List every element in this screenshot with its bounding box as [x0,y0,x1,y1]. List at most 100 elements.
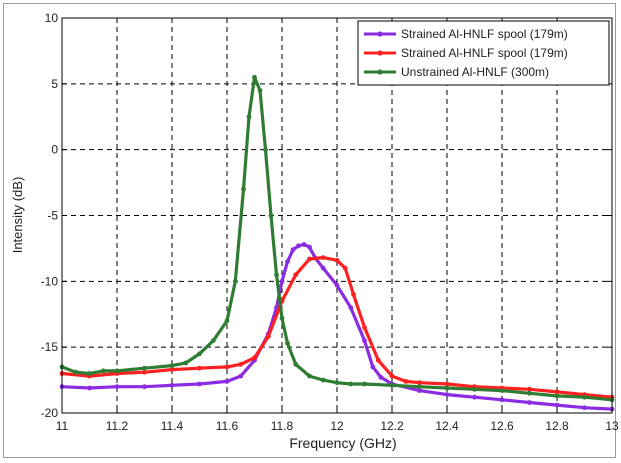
data-point [183,360,189,366]
data-point [554,402,560,408]
data-point [142,365,147,371]
data-point [114,384,120,390]
y-tick-label: -20 [41,406,59,420]
data-point [444,385,450,391]
data-point [285,259,290,264]
data-point [342,265,348,271]
x-tick-label: 11.8 [271,419,294,433]
tick-labels: 11 11.2 11.4 11.6 11.8 12 12.2 12.4 12.6 12.8 13 -2… [41,11,619,433]
data-point [257,88,263,93]
legend-label: Strained Al-HNLF spool (179m) [401,27,568,41]
data-point [348,305,354,311]
axes [61,17,613,414]
x-tick-label: 11 [56,419,69,433]
data-point [334,257,340,263]
series-group [59,74,615,412]
data-point [444,381,450,387]
data-point [285,340,290,346]
series-line-3 [60,75,614,402]
data-point [296,243,301,249]
data-point [307,256,312,262]
data-point [417,388,422,393]
data-point [87,371,92,376]
data-point [378,375,384,380]
data-point [169,363,175,368]
data-point [348,381,354,387]
data-point [527,400,532,405]
data-point [301,242,307,247]
x-tick-label: 12.6 [490,419,514,433]
data-point [290,247,296,253]
data-point [307,244,312,250]
data-point [100,368,106,374]
data-point [499,388,505,393]
data-point [472,394,477,400]
x-tick-label: 11.2 [106,419,129,433]
legend-box [357,20,610,86]
data-point [320,377,326,383]
y-tick-label: -5 [47,209,58,223]
data-point [252,74,257,80]
x-tick-label: 11.4 [161,419,184,433]
data-point [73,369,79,375]
data-point [362,381,367,387]
data-point [274,272,279,278]
data-point [527,386,532,392]
data-point [417,380,422,386]
data-point [210,338,216,343]
legend-marker [377,50,383,56]
data-point [268,213,274,218]
data-point [142,384,147,390]
data-point [582,394,587,400]
x-tick-label: 11.6 [216,419,239,433]
y-tick-label: 10 [45,11,59,25]
data-point [252,355,257,361]
data-point [142,369,147,375]
x-tick-label: 12.2 [380,419,404,433]
data-point [362,338,367,343]
x-tick-label: 12 [330,419,344,433]
data-point [265,334,271,339]
data-point [114,368,120,374]
legend: Strained Al-HNLF spool (179m) Strained Al… [357,20,610,86]
x-tick-label: 12.8 [545,419,569,433]
legend-marker [377,31,383,37]
data-point [224,364,230,370]
data-point [351,292,356,297]
data-point [527,390,532,396]
data-point [293,272,299,278]
data-point [241,186,246,192]
data-point [320,265,326,271]
y-tick-label: 5 [51,77,58,91]
legend-label: Strained Al-HNLF spool (179m) [401,46,568,60]
data-point [334,380,340,386]
data-point [263,147,268,153]
data-point [389,373,395,379]
data-point [554,389,560,395]
data-point [375,357,381,363]
x-axis-label: Frequency (GHz) [289,435,396,451]
y-tick-label: -10 [41,274,59,288]
data-point [362,325,367,330]
data-point [417,384,422,390]
data-point [224,318,230,324]
legend-marker [377,69,383,75]
data-point [444,392,450,397]
data-point [87,385,92,391]
data-point [403,379,409,384]
data-point [279,278,285,284]
data-point [293,361,299,367]
data-point [197,351,202,357]
y-axis-label: Intensity (dB) [10,177,25,254]
y-tick-label: 0 [51,143,58,157]
data-point [499,397,505,403]
figure-frame [3,3,616,458]
data-point [472,386,477,392]
data-point [224,379,230,384]
data-point [554,393,560,399]
x-tick-label: 13 [605,419,619,433]
data-point [238,361,244,367]
data-point [246,114,252,120]
y-tick-label: -15 [41,340,59,354]
